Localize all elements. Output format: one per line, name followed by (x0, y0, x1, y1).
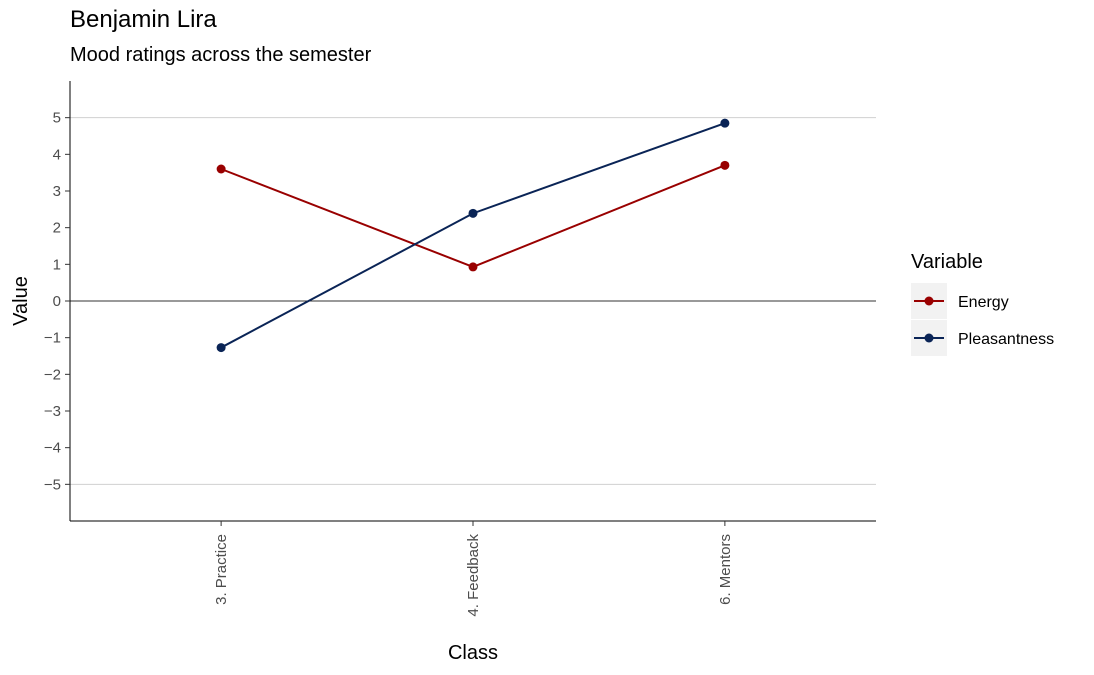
chart-subtitle: Mood ratings across the semester (70, 44, 372, 66)
legend: Variable Energy Pleasantness (911, 251, 1054, 356)
y-tick-label: 1 (53, 256, 61, 273)
x-tick-label: 6. Mentors (717, 534, 734, 605)
y-tick-label: −4 (44, 440, 61, 457)
legend-label: Energy (958, 294, 1009, 311)
legend-label: Pleasantness (958, 331, 1054, 348)
data-point (720, 118, 730, 128)
y-tick-label: 4 (53, 146, 61, 163)
y-tick-label: 3 (53, 183, 61, 200)
series-line (220, 122, 726, 349)
series-pleasantness (216, 118, 730, 353)
y-axis-title: Value (10, 276, 32, 326)
series-energy (216, 160, 730, 272)
data-point (216, 343, 226, 353)
y-axis-ticks: −5 −4 −3 −2 −1 0 1 2 3 4 5 (44, 110, 70, 493)
y-tick-label: 2 (53, 220, 61, 237)
y-tick-label: −1 (44, 330, 61, 347)
gridlines (70, 117, 876, 485)
legend-marker (924, 333, 934, 343)
y-tick-label: 5 (53, 110, 61, 127)
x-axis-ticks: 3. Practice 4. Feedback 6. Mentors (213, 521, 734, 617)
y-tick-label: −2 (44, 366, 61, 383)
data-point (468, 262, 478, 272)
series-group (216, 118, 730, 353)
data-point (216, 164, 226, 174)
y-tick-label: −3 (44, 403, 61, 420)
y-tick-label: −5 (44, 476, 61, 493)
x-tick-label: 3. Practice (213, 534, 230, 605)
data-point (720, 160, 730, 170)
x-axis-title: Class (448, 642, 498, 664)
chart-title: Benjamin Lira (70, 6, 217, 33)
y-tick-label: 0 (53, 293, 61, 310)
legend-marker (924, 296, 934, 306)
legend-title: Variable (911, 251, 983, 273)
data-point (468, 208, 478, 218)
x-tick-label: 4. Feedback (465, 534, 482, 617)
